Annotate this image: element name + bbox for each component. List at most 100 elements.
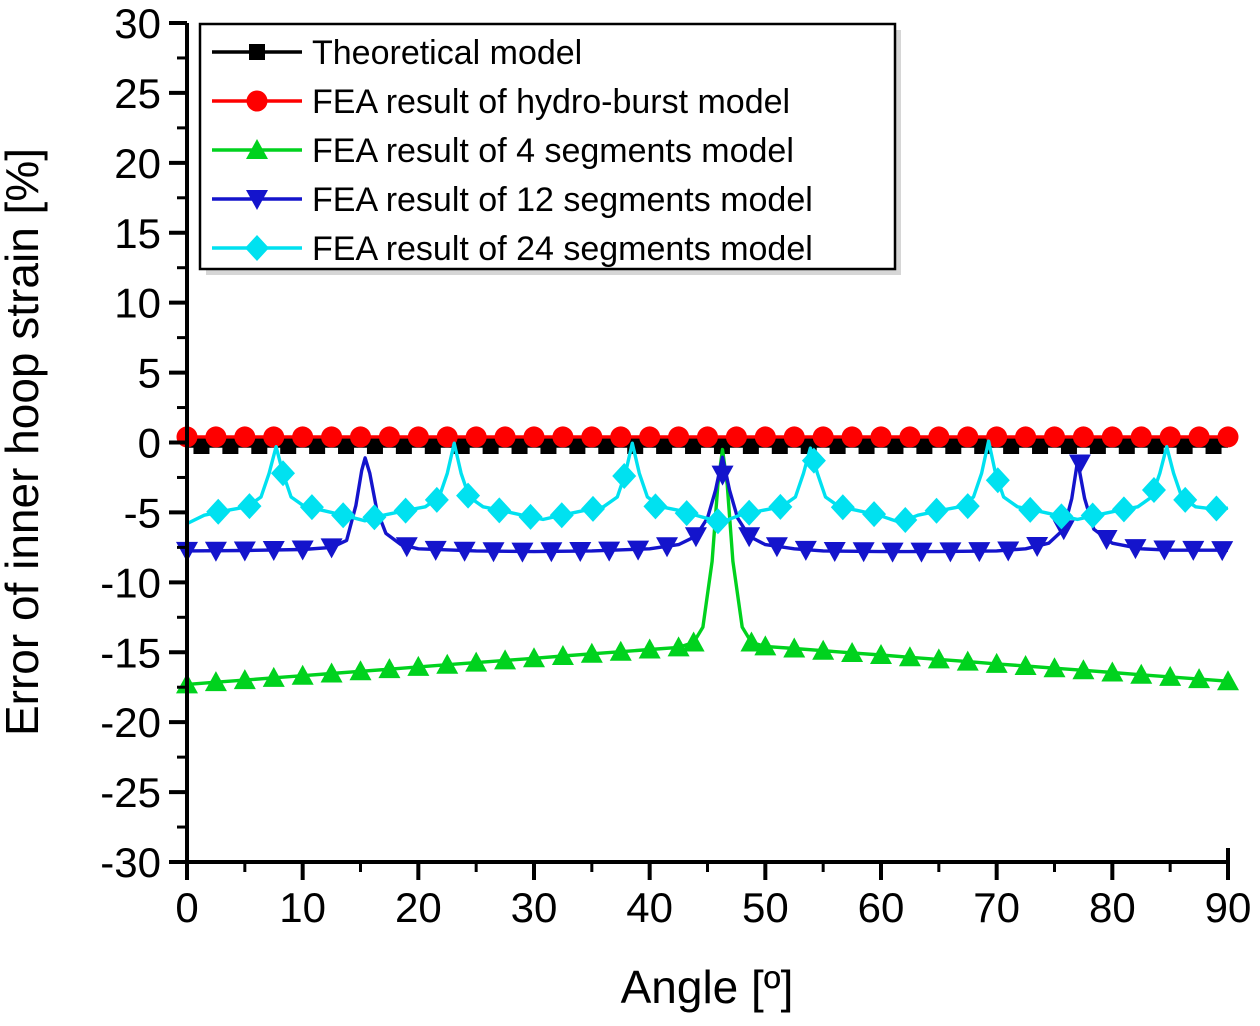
marker-triangle-up-icon	[378, 658, 401, 679]
marker-circle-icon	[552, 426, 574, 448]
marker-circle-icon	[1044, 426, 1065, 448]
marker-circle-icon	[1072, 426, 1094, 448]
series-layer	[176, 426, 1239, 694]
marker-triangle-down-icon	[598, 541, 621, 562]
marker-circle-icon	[668, 426, 690, 448]
marker-triangle-up-icon	[740, 631, 763, 652]
marker-triangle-down-icon	[1026, 536, 1049, 557]
marker-triangle-down-icon	[997, 541, 1020, 562]
x-tick-label: 60	[858, 884, 905, 931]
marker-diamond-icon	[737, 499, 762, 526]
marker-square-icon	[1032, 437, 1049, 454]
marker-triangle-up-icon	[783, 637, 806, 658]
marker-triangle-up-icon	[812, 639, 835, 660]
legend-label: FEA result of 12 segments model	[312, 181, 813, 219]
marker-diamond-icon	[549, 502, 574, 529]
marker-diamond-icon	[393, 497, 418, 524]
series-3	[176, 454, 1234, 563]
marker-square-icon	[193, 437, 210, 454]
marker-triangle-up-icon	[927, 648, 950, 669]
marker-triangle-up-icon	[233, 669, 256, 690]
series-2	[176, 447, 1239, 694]
marker-circle-icon	[841, 426, 863, 448]
marker-diamond-icon	[985, 467, 1010, 494]
marker-triangle-down-icon	[852, 542, 875, 563]
marker-triangle-down-icon	[246, 190, 268, 210]
marker-triangle-down-icon	[711, 465, 734, 486]
marker-square-icon	[366, 437, 383, 454]
y-tick-label: 0	[138, 420, 161, 467]
marker-triangle-down-icon	[453, 541, 476, 562]
marker-triangle-down-icon	[910, 542, 933, 563]
y-tick-label: 25	[114, 70, 161, 117]
y-axis-title: Error of inner hoop strain [%]	[0, 148, 48, 736]
y-tick-label: 20	[114, 140, 161, 187]
marker-diamond-icon	[674, 500, 699, 527]
marker-diamond-icon	[487, 497, 512, 524]
marker-diamond-icon	[1080, 502, 1105, 529]
marker-triangle-down-icon	[765, 537, 788, 558]
marker-triangle-up-icon	[204, 671, 227, 692]
marker-square-icon	[598, 437, 615, 454]
marker-circle-icon	[292, 426, 314, 448]
marker-square-icon	[249, 44, 265, 60]
marker-triangle-down-icon	[656, 537, 679, 558]
marker-triangle-down-icon	[794, 540, 817, 561]
marker-circle-icon	[1101, 426, 1123, 448]
marker-triangle-down-icon	[1095, 529, 1118, 550]
marker-triangle-down-icon	[881, 542, 904, 563]
marker-diamond-icon	[331, 502, 356, 529]
marker-triangle-down-icon	[511, 542, 534, 563]
marker-triangle-up-icon	[985, 652, 1008, 673]
x-tick-label: 0	[175, 884, 198, 931]
marker-diamond-icon	[612, 463, 637, 490]
marker-circle-icon	[407, 426, 429, 448]
marker-triangle-up-icon	[349, 660, 372, 681]
marker-diamond-icon	[456, 482, 481, 509]
marker-triangle-up-icon	[1130, 663, 1153, 684]
marker-circle-icon	[754, 426, 776, 448]
legend-item: Theoretical model	[212, 34, 582, 72]
marker-circle-icon	[957, 426, 979, 448]
marker-circle-icon	[246, 90, 268, 112]
legend-label: Theoretical model	[312, 34, 582, 72]
marker-diamond-icon	[768, 493, 793, 520]
marker-square-icon	[1003, 437, 1020, 454]
x-tick-label: 10	[279, 884, 326, 931]
series-4	[186, 439, 1229, 535]
marker-circle-icon	[581, 426, 603, 448]
marker-square-icon	[1060, 437, 1077, 454]
marker-circle-icon	[986, 426, 1008, 448]
marker-diamond-icon	[643, 493, 668, 520]
marker-square-icon	[656, 437, 673, 454]
marker-circle-icon	[263, 426, 285, 448]
marker-triangle-up-icon	[1159, 665, 1182, 686]
legend-item: FEA result of 12 segments model	[212, 181, 813, 219]
marker-triangle-down-icon	[1211, 541, 1234, 562]
marker-triangle-down-icon	[1153, 540, 1176, 561]
x-tick-label: 90	[1205, 884, 1252, 931]
marker-circle-icon	[350, 426, 371, 448]
marker-triangle-down-icon	[823, 542, 846, 563]
marker-diamond-icon	[271, 460, 296, 487]
marker-circle-icon	[899, 426, 921, 448]
y-tick-label: -25	[100, 769, 161, 816]
marker-triangle-down-icon	[291, 540, 314, 561]
y-tick-label: -5	[124, 489, 161, 536]
marker-triangle-up-icon	[638, 638, 661, 659]
marker-square-icon	[569, 437, 586, 454]
x-axis-title: Angle [º]	[621, 961, 794, 1013]
x-tick-label: 30	[511, 884, 558, 931]
x-tick-label: 80	[1089, 884, 1136, 931]
marker-circle-icon	[783, 426, 805, 448]
marker-triangle-down-icon	[1124, 539, 1147, 560]
x-tick-label: 40	[626, 884, 673, 931]
marker-triangle-down-icon	[684, 527, 707, 548]
marker-diamond-icon	[893, 506, 918, 533]
marker-circle-icon	[465, 426, 487, 448]
marker-triangle-up-icon	[1072, 659, 1095, 680]
legend-item: FEA result of 24 segments model	[212, 230, 813, 268]
y-tick-label: -10	[100, 559, 161, 606]
marker-diamond-icon	[862, 501, 887, 528]
